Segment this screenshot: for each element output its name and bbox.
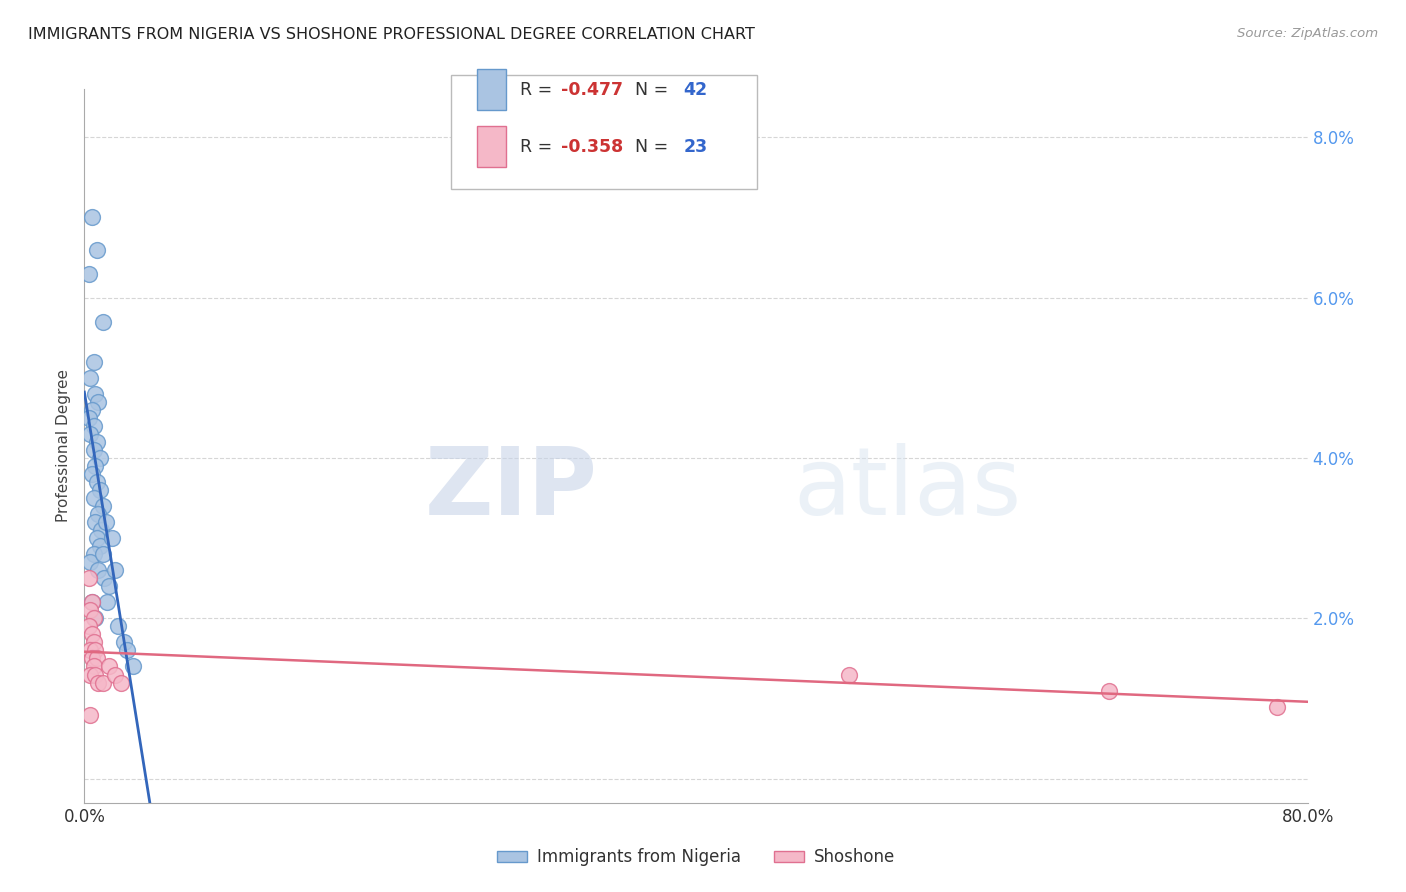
Point xyxy=(87,675,110,690)
Point xyxy=(96,595,118,609)
Text: atlas: atlas xyxy=(794,442,1022,535)
Point xyxy=(91,315,114,329)
Point xyxy=(86,243,108,257)
FancyBboxPatch shape xyxy=(477,70,506,110)
Point xyxy=(97,579,120,593)
Text: -0.358: -0.358 xyxy=(561,137,624,155)
Point xyxy=(80,651,103,665)
Y-axis label: Professional Degree: Professional Degree xyxy=(56,369,72,523)
Point xyxy=(115,643,138,657)
Point xyxy=(93,571,115,585)
Point xyxy=(84,458,107,473)
Point xyxy=(80,403,103,417)
Point xyxy=(79,643,101,657)
Point xyxy=(104,563,127,577)
Point xyxy=(89,539,111,553)
Point xyxy=(1098,683,1121,698)
Point xyxy=(87,395,110,409)
Point xyxy=(79,707,101,722)
Point xyxy=(84,611,107,625)
Point xyxy=(110,675,132,690)
Point xyxy=(87,507,110,521)
Point xyxy=(107,619,129,633)
Text: R =: R = xyxy=(520,137,558,155)
Point xyxy=(1265,699,1288,714)
Point xyxy=(91,547,114,561)
Point xyxy=(80,595,103,609)
Legend: Immigrants from Nigeria, Shoshone: Immigrants from Nigeria, Shoshone xyxy=(491,842,901,873)
Point xyxy=(838,667,860,681)
Point xyxy=(84,643,107,657)
FancyBboxPatch shape xyxy=(451,75,758,189)
Point xyxy=(80,595,103,609)
Point xyxy=(79,555,101,569)
Point xyxy=(112,635,135,649)
Point xyxy=(91,499,114,513)
Point xyxy=(79,427,101,442)
Text: N =: N = xyxy=(624,137,673,155)
Point xyxy=(80,467,103,481)
Point xyxy=(80,211,103,225)
Point xyxy=(80,627,103,641)
Text: Source: ZipAtlas.com: Source: ZipAtlas.com xyxy=(1237,27,1378,40)
Point xyxy=(84,387,107,401)
Point xyxy=(83,419,105,434)
Point xyxy=(86,531,108,545)
Point xyxy=(83,611,105,625)
Point xyxy=(89,450,111,465)
Point xyxy=(79,667,101,681)
FancyBboxPatch shape xyxy=(477,127,506,167)
Point xyxy=(89,483,111,497)
Point xyxy=(91,675,114,690)
Text: R =: R = xyxy=(520,80,558,98)
Point xyxy=(122,659,145,673)
Point xyxy=(83,547,105,561)
Text: -0.477: -0.477 xyxy=(561,80,623,98)
Point xyxy=(83,659,105,673)
Text: N =: N = xyxy=(624,80,673,98)
Point xyxy=(79,371,101,385)
Point xyxy=(84,515,107,529)
Point xyxy=(86,651,108,665)
Point xyxy=(97,659,120,673)
Point xyxy=(90,523,112,537)
Point xyxy=(83,635,105,649)
Point xyxy=(87,563,110,577)
Point xyxy=(84,667,107,681)
Text: 42: 42 xyxy=(683,80,707,98)
Point xyxy=(94,515,117,529)
Point xyxy=(83,355,105,369)
Text: 23: 23 xyxy=(683,137,707,155)
Point xyxy=(77,619,100,633)
Point xyxy=(79,603,101,617)
Point xyxy=(83,442,105,457)
Text: IMMIGRANTS FROM NIGERIA VS SHOSHONE PROFESSIONAL DEGREE CORRELATION CHART: IMMIGRANTS FROM NIGERIA VS SHOSHONE PROF… xyxy=(28,27,755,42)
Point xyxy=(86,475,108,489)
Point xyxy=(77,267,100,281)
Point xyxy=(77,411,100,425)
Point xyxy=(86,435,108,450)
Point xyxy=(83,491,105,505)
Text: ZIP: ZIP xyxy=(425,442,598,535)
Point xyxy=(77,571,100,585)
Point xyxy=(101,531,124,545)
Point xyxy=(104,667,127,681)
